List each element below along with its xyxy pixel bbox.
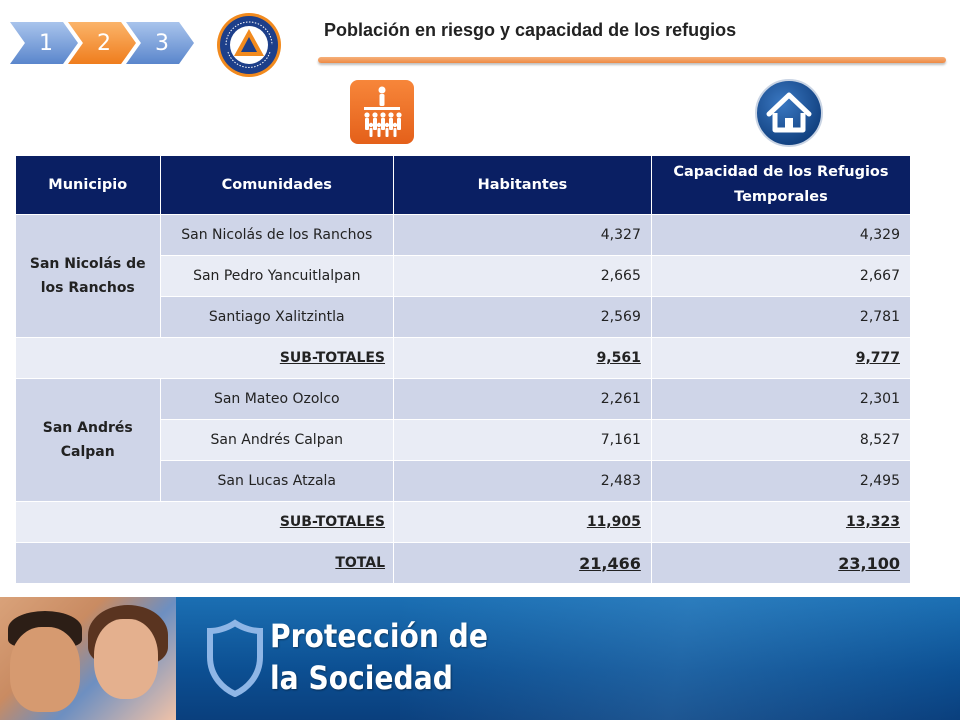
habitantes-cell: 7,161 [393, 419, 652, 461]
table-row: San Andrés Calpan 7,161 8,527 [16, 419, 912, 461]
capacidad-cell: 8,527 [650, 419, 912, 461]
proteccion-civil-logo-icon [217, 13, 281, 77]
subtotal-row: SUB-TOTALES 9,561 9,777 [14, 337, 912, 379]
subtotal-habitantes: 11,905 [393, 501, 652, 543]
habitantes-cell: 2,665 [393, 255, 652, 297]
header-habitantes: Habitantes [393, 155, 652, 215]
population-table: Municipio Comunidades Habitantes Capacid… [14, 155, 912, 584]
step-3-label: 3 [155, 30, 169, 56]
footer-banner: Protección de la Sociedad [0, 597, 960, 720]
capacidad-cell: 2,781 [650, 296, 912, 338]
page-title: Población en riesgo y capacidad de los r… [324, 20, 737, 40]
family-photo [0, 597, 176, 720]
capacidad-cell: 2,301 [650, 378, 912, 420]
total-capacidad: 23,100 [650, 542, 912, 584]
step-navigation: 1 2 3 [10, 22, 200, 64]
table-row: San Andrés Calpan San Mateo Ozolco 2,261… [15, 378, 912, 502]
municipio-cell: San Andrés Calpan [15, 378, 161, 502]
population-icon [350, 80, 414, 144]
table-row: San Pedro Yancuitlalpan 2,665 2,667 [16, 255, 912, 297]
total-row: TOTAL 21,466 23,100 [14, 542, 912, 584]
header-municipio: Municipio [15, 155, 161, 215]
habitantes-cell: 2,261 [393, 378, 652, 420]
table-row: San Nicolás de los Ranchos San Nicolás d… [15, 214, 912, 338]
subtotal-label: SUB-TOTALES [14, 501, 395, 543]
comunidad-cell: San Mateo Ozolco [159, 378, 395, 420]
capacidad-cell: 2,495 [650, 460, 912, 502]
total-label: TOTAL [14, 542, 395, 584]
subtotal-row: SUB-TOTALES 11,905 13,323 [14, 501, 912, 543]
subtotal-habitantes: 9,561 [393, 337, 652, 379]
banner-line-1: Protección de [270, 617, 488, 655]
municipio-cell: San Nicolás de los Ranchos [15, 214, 161, 338]
total-habitantes: 21,466 [393, 542, 652, 584]
shield-icon [207, 619, 263, 697]
banner-title: Protección de la Sociedad [270, 615, 488, 699]
banner-light-streak [400, 597, 960, 720]
table-header-row: Municipio Comunidades Habitantes Capacid… [15, 155, 912, 215]
banner-line-2: la Sociedad [270, 659, 453, 697]
step-2-label: 2 [97, 30, 111, 56]
comunidad-cell: San Andrés Calpan [159, 419, 395, 461]
table-row: San Lucas Atzala 2,483 2,495 [16, 460, 912, 502]
capacidad-cell: 2,667 [650, 255, 912, 297]
header-comunidades: Comunidades [159, 155, 395, 215]
step-1[interactable]: 1 [10, 22, 78, 64]
comunidad-cell: San Lucas Atzala [159, 460, 395, 502]
step-1-label: 1 [39, 30, 53, 56]
house-icon [755, 79, 823, 147]
header-capacidad: Capacidad de los Refugios Temporales [650, 155, 912, 215]
comunidad-cell: San Nicolás de los Ranchos [159, 214, 395, 256]
capacidad-cell: 4,329 [650, 214, 912, 256]
step-3[interactable]: 3 [126, 22, 194, 64]
habitantes-cell: 2,569 [393, 296, 652, 338]
title-underline [318, 57, 946, 63]
comunidad-cell: Santiago Xalitzintla [159, 296, 395, 338]
habitantes-cell: 4,327 [393, 214, 652, 256]
subtotal-label: SUB-TOTALES [14, 337, 395, 379]
step-2[interactable]: 2 [68, 22, 136, 64]
habitantes-cell: 2,483 [393, 460, 652, 502]
subtotal-capacidad: 13,323 [650, 501, 912, 543]
subtotal-capacidad: 9,777 [650, 337, 912, 379]
comunidad-cell: San Pedro Yancuitlalpan [159, 255, 395, 297]
